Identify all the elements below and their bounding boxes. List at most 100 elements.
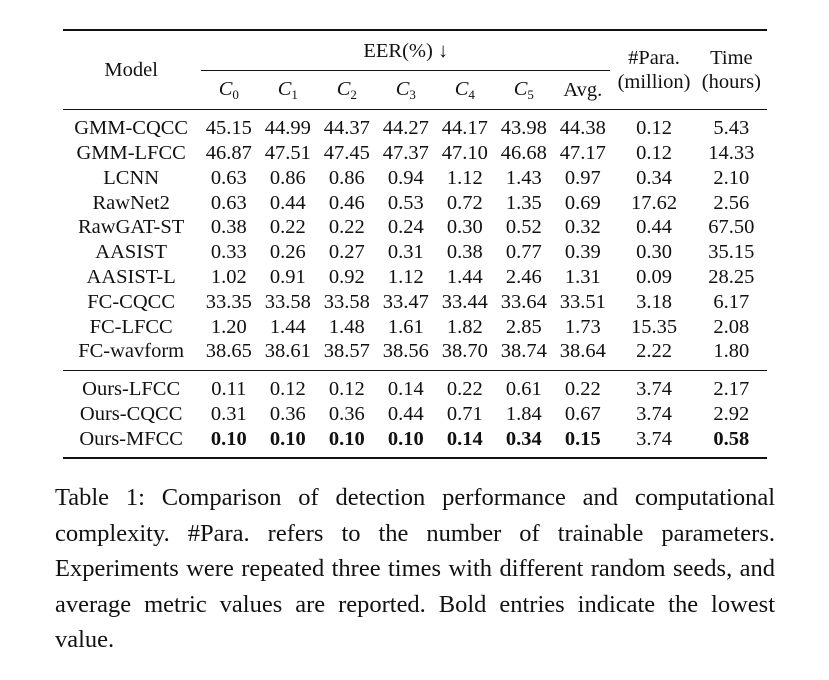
value-cell: 33.47 [382, 290, 429, 313]
value-cell: 0.30 [636, 241, 672, 264]
value-cell: 0.10 [317, 426, 377, 460]
value-cell: 0.12 [636, 141, 672, 164]
value-cell: 1.44 [269, 315, 306, 338]
value-cell: 0.38 [446, 241, 483, 264]
value-cell: 0.44 [387, 402, 424, 425]
eer-group-underline [201, 70, 611, 71]
value-cell: 0.14 [435, 426, 495, 460]
value-cell: 1.84 [505, 402, 542, 425]
avg-header: Avg. [563, 78, 603, 101]
value-cell: 14.33 [708, 141, 755, 164]
value-cell: 0.11 [199, 369, 259, 402]
table-row: AASIST 0.33 0.26 0.27 0.31 0.38 0.77 0.39 0.30 35… [63, 240, 767, 265]
value-cell: 44.99 [258, 108, 318, 141]
value-cell: 67.50 [708, 216, 755, 239]
condition-header-c3: C3 [395, 78, 416, 102]
value-cell: 0.86 [328, 166, 365, 189]
value-cell: 0.12 [258, 369, 318, 402]
value-cell: 33.44 [441, 290, 488, 313]
value-cell: 0.24 [387, 216, 424, 239]
value-cell: 2.22 [636, 340, 672, 363]
model-name-cell: RawGAT-ST [78, 216, 185, 239]
value-cell: 0.10 [376, 426, 436, 460]
condition-header-c2: C2 [336, 78, 357, 102]
value-cell: 2.92 [713, 402, 750, 425]
model-name-cell: AASIST [95, 241, 168, 264]
value-cell: 0.22 [328, 216, 365, 239]
value-cell: 0.53 [387, 191, 424, 214]
value-cell: 0.22 [269, 216, 306, 239]
time-header-line1: Time [710, 46, 753, 69]
value-cell: 0.10 [258, 426, 318, 460]
value-cell: 0.26 [269, 241, 306, 264]
table-row: Ours-LFCC 0.11 0.12 0.12 0.14 0.22 0.61 0.22 3.7… [63, 369, 767, 402]
value-cell: 0.14 [376, 369, 436, 402]
eer-group-label: EER(%) ↓ [363, 39, 449, 62]
value-cell: 3.74 [612, 426, 696, 460]
value-cell: 0.36 [269, 402, 306, 425]
header-row-1: Model EER(%) ↓ #Para. (million) Time (ho… [63, 29, 767, 110]
value-cell: 2.08 [713, 315, 750, 338]
value-cell: 1.20 [210, 315, 247, 338]
value-cell: 38.64 [559, 340, 606, 363]
value-cell: 0.94 [387, 166, 424, 189]
value-cell: 1.73 [564, 315, 601, 338]
value-cell: 0.71 [446, 402, 483, 425]
value-cell: 33.35 [205, 290, 252, 313]
table-row: RawNet2 0.63 0.44 0.46 0.53 0.72 1.35 0.69 17.62… [63, 190, 767, 215]
value-cell: 1.43 [505, 166, 542, 189]
value-cell: 1.82 [446, 315, 483, 338]
model-name-cell: Ours-LFCC [63, 369, 200, 402]
value-cell: 47.51 [264, 141, 311, 164]
value-cell: 46.87 [205, 141, 252, 164]
table-row: FC-wavform 38.65 38.61 38.57 38.56 38.70 38.74… [63, 339, 767, 370]
value-cell: 0.86 [269, 166, 306, 189]
value-cell: 0.09 [636, 265, 672, 288]
table-body: GMM-CQCC 45.15 44.99 44.37 44.27 44.17 43.98 44… [63, 108, 767, 460]
value-cell: 5.43 [695, 108, 767, 141]
value-cell: 0.46 [328, 191, 365, 214]
value-cell: 44.38 [553, 108, 613, 141]
condition-header-c5: C5 [513, 78, 534, 102]
value-cell: 1.44 [446, 265, 483, 288]
value-cell: 0.12 [612, 108, 696, 141]
value-cell: 38.70 [441, 340, 488, 363]
value-cell: 0.77 [505, 241, 542, 264]
value-cell: 44.17 [435, 108, 495, 141]
value-cell: 1.12 [387, 265, 424, 288]
table-header: Model EER(%) ↓ #Para. (million) Time (ho… [63, 29, 767, 110]
para-header-line1: #Para. [628, 46, 680, 69]
model-name-cell: FC-CQCC [87, 290, 176, 313]
value-cell: 0.32 [564, 216, 601, 239]
value-cell: 1.31 [564, 265, 601, 288]
value-cell: 2.46 [505, 265, 542, 288]
value-cell: 3.74 [612, 369, 696, 402]
model-name-cell: GMM-LFCC [76, 141, 186, 164]
value-cell: 2.17 [695, 369, 767, 402]
value-cell: 45.15 [199, 108, 259, 141]
table-row: Ours-CQCC 0.31 0.36 0.36 0.44 0.71 1.84 0.67 3.7… [63, 402, 767, 427]
value-cell: 47.37 [382, 141, 429, 164]
table-row: FC-CQCC 33.35 33.58 33.58 33.47 33.44 33.64 33.… [63, 290, 767, 315]
value-cell: 46.68 [500, 141, 547, 164]
value-cell: 1.48 [328, 315, 365, 338]
value-cell: 28.25 [708, 265, 755, 288]
para-header-line2: (million) [617, 71, 691, 93]
model-name-cell: LCNN [103, 166, 160, 189]
value-cell: 2.56 [713, 191, 750, 214]
time-header-line2: (hours) [701, 71, 761, 93]
value-cell: 0.44 [269, 191, 306, 214]
value-cell: 1.12 [446, 166, 483, 189]
value-cell: 38.56 [382, 340, 429, 363]
value-cell: 0.31 [387, 241, 424, 264]
value-cell: 0.63 [210, 166, 247, 189]
value-cell: 47.17 [559, 141, 606, 164]
table-row: RawGAT-ST 0.38 0.22 0.22 0.24 0.30 0.52 0.32 0.4… [63, 215, 767, 240]
value-cell: 3.74 [636, 402, 672, 425]
condition-header-c0: C0 [218, 78, 239, 102]
value-cell: 0.22 [553, 369, 613, 402]
value-cell: 17.62 [630, 191, 678, 214]
value-cell: 0.61 [494, 369, 554, 402]
model-name-cell: RawNet2 [92, 191, 170, 214]
value-cell: 0.52 [505, 216, 542, 239]
